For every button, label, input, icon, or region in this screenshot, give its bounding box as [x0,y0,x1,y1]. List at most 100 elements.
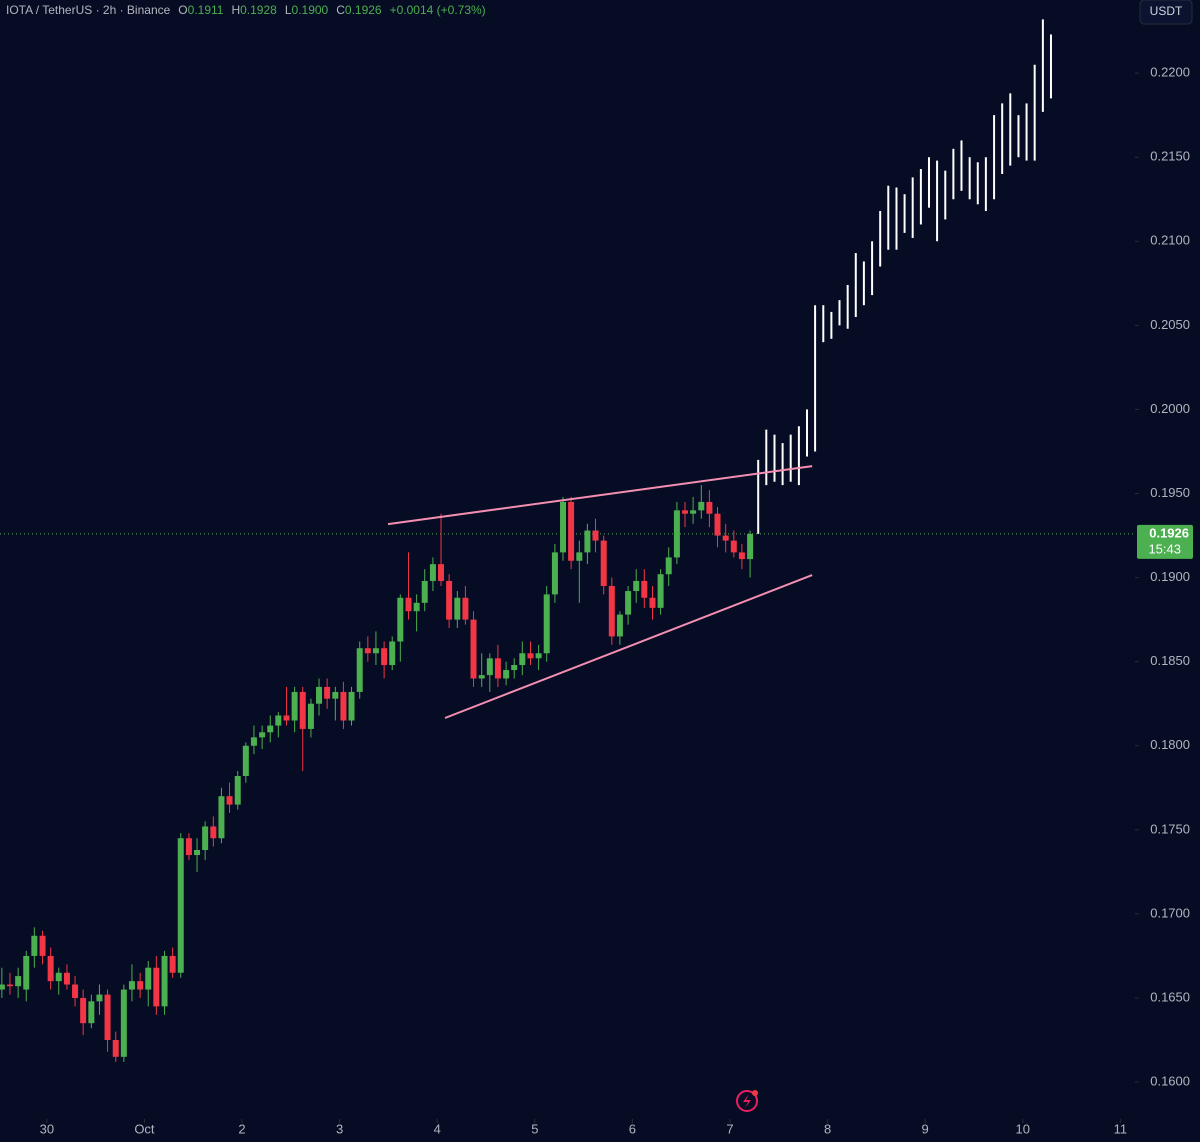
x-tick-label: 4 [434,1121,441,1136]
x-tick-label: 10 [1016,1121,1030,1136]
candle-body [381,648,388,666]
candle-body [63,972,70,985]
y-tick-label: 0.1900 [1150,569,1190,584]
currency-box[interactable] [1139,0,1193,25]
candle-body [730,540,737,553]
candle-body [226,796,233,805]
candle-body [706,501,713,514]
icon-dot[interactable] [752,1090,758,1096]
header-line: IOTA / TetherUS · 2h · Binance O0.1911 H0.… [6,3,486,17]
candle-body [348,691,355,721]
candle-body [250,737,257,746]
candle-body [690,510,697,514]
currency-label[interactable]: USDT [1150,4,1183,18]
currency-button[interactable]: USDT [1139,0,1193,25]
candle-body [397,597,404,642]
candle-body [543,594,550,654]
candle-body [616,614,623,637]
x-tick-label: 7 [726,1121,733,1136]
candle-body [633,580,640,592]
x-tick-label: 11 [1114,1121,1128,1136]
candle-body [104,994,111,1041]
candle-body [486,658,493,676]
trendline [387,465,813,526]
axes: 0.1600 0.1650 0.1700 0.1750 0.1800 0.1850 0.19… [40,65,1193,1136]
ohlc-letter: L [285,3,292,17]
candle-body [527,653,534,659]
candle-body [307,703,314,729]
replay-icon[interactable] [736,1090,758,1112]
candle-body [177,838,184,973]
candle-body [15,976,22,987]
header: IOTA / TetherUS · 2h · Binance O0.1911 H0.… [6,3,486,17]
candle-body [112,1040,119,1057]
candle-body [332,691,339,699]
candle-body [316,686,323,704]
symbol: IOTA / TetherUS · 2h · Binance [6,3,171,17]
candle-body [145,967,152,990]
candle-body [137,981,144,990]
candle-body [234,776,241,805]
candle-body [259,732,266,738]
candle-body [202,826,209,850]
x-tick-label: Oct [134,1121,155,1136]
change: +0.0014 (+0.73%) [390,3,486,17]
x-tick-label: 9 [922,1121,929,1136]
y-tick-label: 0.1850 [1150,653,1190,668]
candle-body [283,715,290,721]
candle-body [560,501,567,553]
ohlc-value: 0.1926 [345,3,382,17]
icon-ring[interactable] [736,1090,758,1112]
candle-body [120,989,127,1057]
candle-body [568,501,575,561]
candle-body [96,994,103,1002]
candle-body [714,513,721,536]
ohlc-value: 0.1900 [292,3,329,17]
x-tick-label: 30 [40,1121,54,1136]
last-price-label: 0.1926 [1149,525,1189,540]
candle-body [673,510,680,558]
candle-body [299,691,306,729]
candle-body [0,984,5,990]
candle-body [413,602,420,612]
candle-body [551,552,558,595]
candle-body [657,574,664,608]
candle-body [608,586,615,637]
y-tick-label: 0.2150 [1150,149,1190,164]
candle-body [267,725,274,733]
y-tick-label: 0.1600 [1150,1073,1190,1088]
candle-body [47,955,54,982]
ohlc-letter: C [336,3,345,17]
ohlc-letter: O [178,3,187,17]
candle-body [592,530,599,541]
last-price-tag [1137,524,1193,559]
ohlc-value: 0.1928 [240,3,277,17]
candle-body [88,1001,95,1024]
icon-bolt[interactable] [743,1094,751,1108]
candle-body [470,619,477,679]
candle-body [625,591,632,615]
candle-body [72,984,79,998]
candle-body [194,849,201,856]
candle-body [31,935,38,956]
ohlc-letter: H [231,3,240,17]
candle-body [39,935,46,956]
candle-body [242,745,249,777]
candle-body [23,955,30,990]
candle-body [641,580,648,598]
candle-body [128,981,135,990]
candle-body [324,686,331,699]
candle-body [600,540,607,587]
candle-body [738,552,745,560]
candle-body [665,557,672,575]
candle-body [364,648,371,654]
y-tick-label: 0.2100 [1150,233,1190,248]
y-tick-label: 0.1700 [1150,905,1190,920]
candle-body [389,641,396,666]
candle-body [503,670,510,679]
candle-body [519,653,526,666]
candle-body [185,838,192,856]
